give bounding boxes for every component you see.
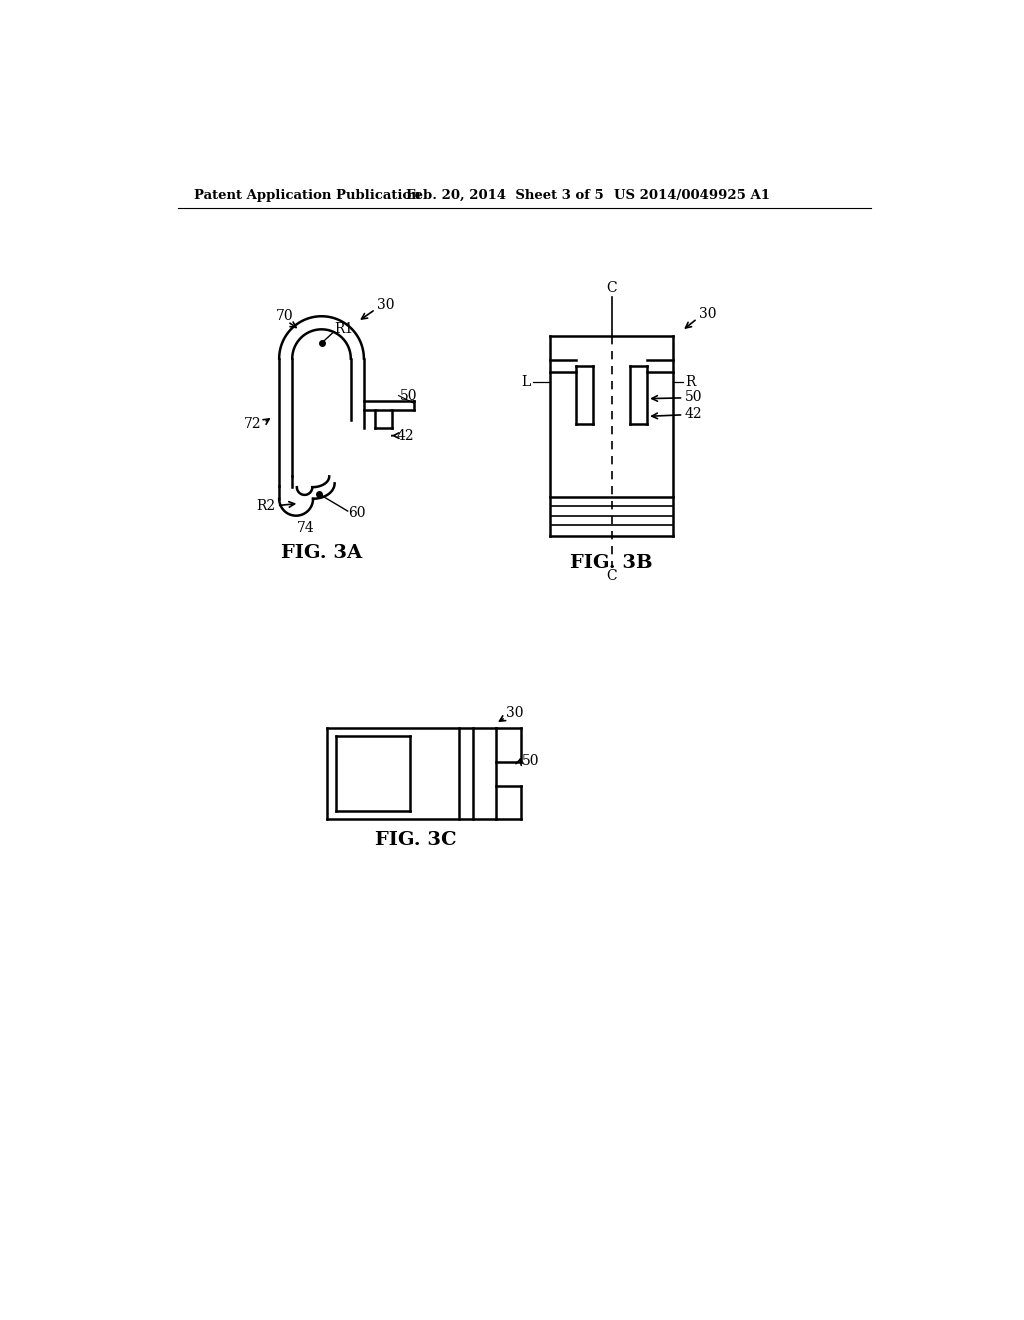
Text: 42: 42 <box>396 429 414 442</box>
Text: Feb. 20, 2014  Sheet 3 of 5: Feb. 20, 2014 Sheet 3 of 5 <box>407 189 604 202</box>
Text: 30: 30 <box>698 308 717 321</box>
Text: C: C <box>606 281 617 294</box>
Text: 72: 72 <box>244 417 261 432</box>
Text: R2: R2 <box>256 499 275 513</box>
Text: 30: 30 <box>377 298 394 312</box>
Text: 30: 30 <box>506 706 524 719</box>
Text: FIG. 3B: FIG. 3B <box>570 553 653 572</box>
Text: 50: 50 <box>400 388 418 403</box>
Text: Patent Application Publication: Patent Application Publication <box>195 189 421 202</box>
Text: 60: 60 <box>348 506 366 520</box>
Text: 74: 74 <box>297 521 315 535</box>
Text: FIG. 3C: FIG. 3C <box>375 830 457 849</box>
Text: C: C <box>606 569 617 582</box>
Text: US 2014/0049925 A1: US 2014/0049925 A1 <box>614 189 770 202</box>
Text: R1: R1 <box>335 322 354 337</box>
Text: 70: 70 <box>275 309 293 323</box>
Text: 50: 50 <box>521 754 540 767</box>
Text: FIG. 3A: FIG. 3A <box>281 544 362 561</box>
Text: 50: 50 <box>685 391 702 404</box>
Text: R: R <box>685 375 695 388</box>
Text: 42: 42 <box>685 407 702 421</box>
Text: L: L <box>521 375 531 388</box>
